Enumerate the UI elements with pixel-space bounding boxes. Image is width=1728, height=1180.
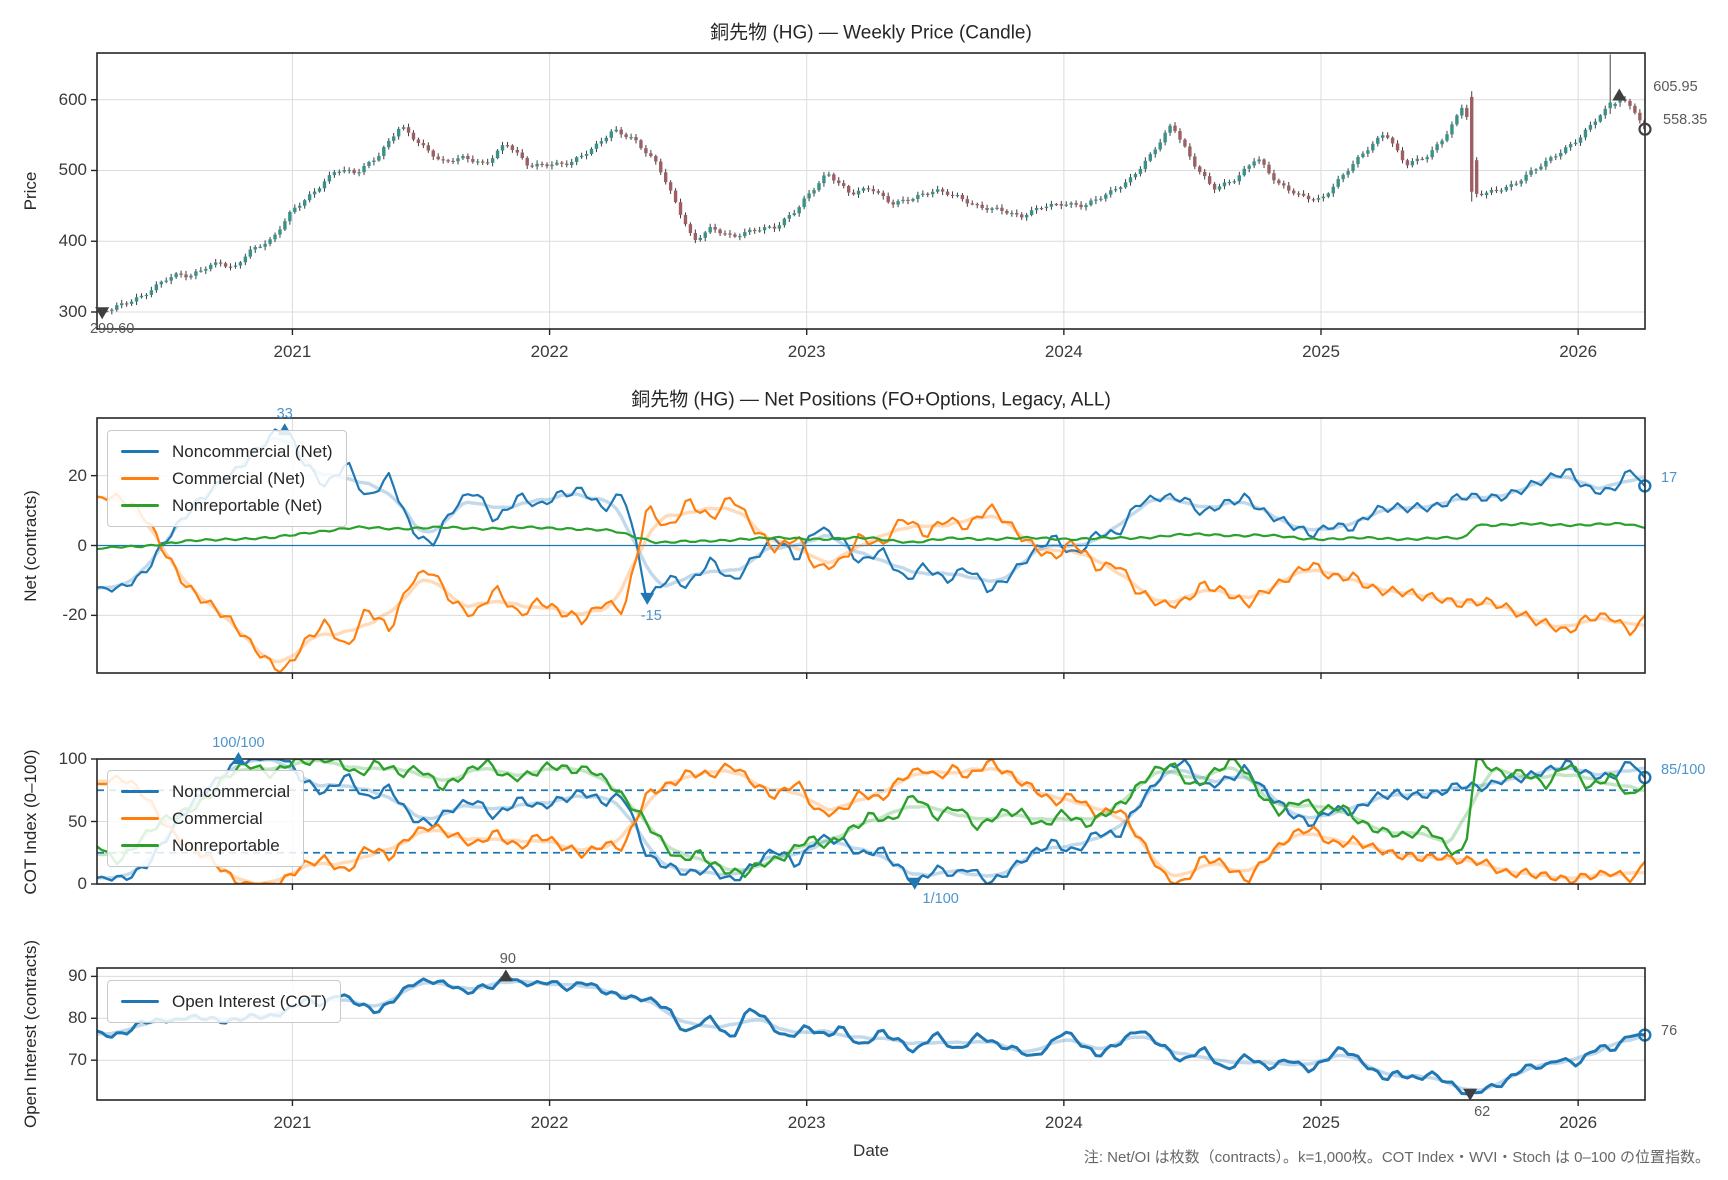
annotation-100-100: 100/100: [212, 735, 265, 751]
annotation-558.35: 558.35: [1663, 112, 1708, 129]
y-tick-label: 0: [77, 535, 87, 555]
line-swatch-icon: [121, 503, 159, 508]
legend-label: Open Interest (COT): [172, 991, 327, 1011]
annotation-605.95: 605.95: [1653, 79, 1698, 96]
annotation-62: 62: [1474, 1103, 1491, 1120]
price-y-axis-label: Price: [21, 171, 40, 211]
x-axis-label: Date: [853, 1141, 889, 1160]
legend-item-noncommercial: Noncommercial: [121, 778, 290, 805]
legend-label: Noncommercial (Net): [172, 441, 333, 461]
annotation-17: 17: [1661, 470, 1678, 487]
x-tick-label-2021: 2021: [273, 1113, 312, 1132]
annotation-76: 76: [1661, 1023, 1678, 1040]
x-tick-label-2025: 2025: [1302, 1113, 1340, 1132]
legend-item-commercial: Commercial: [121, 805, 290, 832]
x-tick-label-2023: 2023: [787, 1113, 826, 1132]
net-legend: Noncommercial (Net) Commercial (Net) Non…: [107, 430, 347, 527]
y-tick-label: 80: [68, 1008, 87, 1028]
y-tick-label: 20: [68, 465, 87, 485]
legend-item-noncommercial-net: Noncommercial (Net): [121, 438, 333, 465]
y-tick-label: 0: [77, 874, 87, 893]
x-tick-label-2021: 2021: [273, 342, 312, 361]
annotation-1-100: 1/100: [922, 890, 959, 907]
line-swatch-icon: [121, 843, 159, 848]
legend-label: Nonreportable: [172, 835, 280, 855]
x-tick-label-2026: 2026: [1559, 1113, 1598, 1132]
net-y-axis-label: Net (contracts): [21, 490, 40, 602]
y-tick-label: -20: [62, 605, 87, 625]
legend-item-commercial-net: Commercial (Net): [121, 465, 333, 492]
x-tick-label-2026: 2026: [1559, 342, 1598, 361]
x-tick-label-2022: 2022: [530, 1113, 569, 1132]
x-tick-label-2024: 2024: [1044, 342, 1083, 361]
y-tick-label: 400: [58, 231, 87, 251]
legend-label: Nonreportable (Net): [172, 495, 323, 515]
legend-item-nonreportable-net: Nonreportable (Net): [121, 492, 333, 519]
open-interest-y-axis-label: Open Interest (contracts): [21, 939, 40, 1129]
legend-item-nonreportable: Nonreportable: [121, 832, 290, 859]
y-tick-label: 70: [68, 1050, 87, 1070]
annotation--15: -15: [640, 607, 662, 624]
x-tick-label-2024: 2024: [1044, 1113, 1083, 1132]
price-chart-title: 銅先物 (HG) — Weekly Price (Candle): [710, 22, 1032, 44]
y-tick-label: 600: [58, 89, 87, 109]
legend-label: Commercial (Net): [172, 468, 306, 488]
line-swatch-icon: [121, 816, 159, 821]
y-tick-label: 50: [68, 811, 87, 831]
y-tick-label: 500: [58, 160, 87, 180]
y-tick-label: 90: [68, 966, 87, 986]
line-swatch-icon: [121, 476, 159, 481]
y-tick-label: 300: [58, 302, 87, 321]
annotation-299.60: 299.60: [89, 321, 135, 338]
legend-label: Noncommercial: [172, 781, 291, 801]
net-chart-title: 銅先物 (HG) — Net Positions (FO+Options, Le…: [631, 389, 1111, 411]
x-tick-label-2022: 2022: [530, 342, 569, 361]
line-swatch-icon: [121, 999, 159, 1004]
footnote: 注: Net/OI は枚数（contracts）。k=1,000枚。COT In…: [1083, 1149, 1710, 1166]
x-tick-label-2025: 2025: [1302, 342, 1340, 361]
open-interest-legend: Open Interest (COT): [107, 980, 341, 1023]
annotation-85-100: 85/100: [1661, 761, 1706, 778]
annotation-33: 33: [276, 406, 293, 423]
line-swatch-icon: [121, 789, 159, 794]
y-tick-label: 100: [58, 749, 87, 768]
legend-item-open-interest: Open Interest (COT): [121, 988, 327, 1015]
legend-label: Commercial: [172, 808, 263, 828]
cot-index-y-axis-label: COT Index (0–100): [21, 749, 40, 895]
cot-index-legend: Noncommercial Commercial Nonreportable: [107, 770, 305, 867]
line-swatch-icon: [121, 449, 159, 454]
x-tick-label-2023: 2023: [787, 342, 826, 361]
annotation-90: 90: [499, 951, 516, 968]
